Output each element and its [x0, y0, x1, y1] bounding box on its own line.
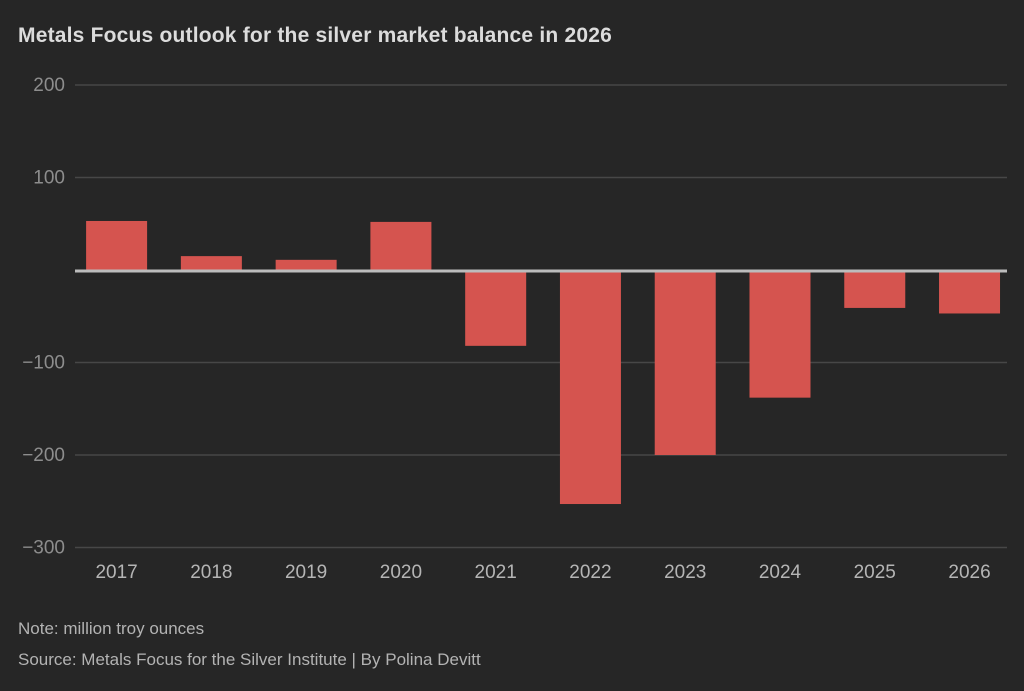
bar-2025 [844, 270, 906, 308]
bar-2026 [939, 270, 1001, 314]
x-tick-label-2026: 2026 [948, 562, 990, 583]
x-tick-label-2025: 2025 [854, 562, 896, 583]
x-tick-label-2024: 2024 [759, 562, 802, 583]
x-tick-label-2022: 2022 [569, 562, 611, 583]
x-tick-label-2019: 2019 [285, 562, 327, 583]
x-tick-label-2020: 2020 [380, 562, 422, 583]
bar-2023 [654, 270, 716, 455]
y-tick-label--100: −100 [22, 353, 65, 374]
x-tick-label-2018: 2018 [190, 562, 232, 583]
chart-note: Note: million troy ounces [18, 619, 205, 638]
y-tick-label--300: −300 [22, 538, 65, 559]
bar-2020 [370, 221, 432, 270]
chart-source: Source: Metals Focus for the Silver Inst… [18, 650, 481, 669]
y-tick-label--200: −200 [22, 445, 65, 466]
x-tick-label-2023: 2023 [664, 562, 706, 583]
chart-title: Metals Focus outlook for the silver mark… [18, 24, 612, 47]
y-tick-label-200: 200 [33, 75, 65, 96]
bar-2018 [180, 256, 242, 270]
x-tick-label-2017: 2017 [95, 562, 137, 583]
bar-2021 [465, 270, 527, 346]
bar-2022 [559, 270, 621, 505]
bar-2019 [275, 259, 337, 270]
y-tick-label-100: 100 [33, 168, 65, 189]
bar-2024 [749, 270, 811, 398]
bar-2017 [86, 220, 148, 270]
x-tick-label-2021: 2021 [475, 562, 517, 583]
